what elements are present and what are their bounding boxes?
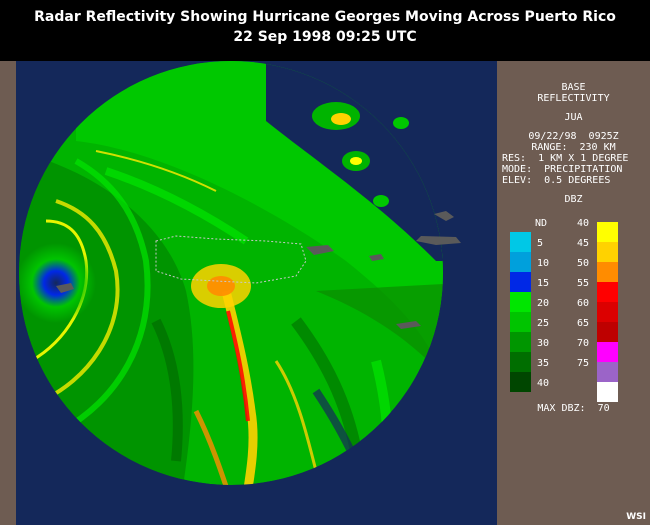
legend-right-label: 70 — [577, 338, 590, 349]
legend-left-label: 25 — [537, 318, 550, 329]
chart-subtitle: 22 Sep 1998 09:25 UTC — [233, 29, 417, 45]
legend-left-swatch — [510, 372, 531, 392]
legend-right-label: 40 — [577, 218, 590, 229]
radar-coverage — [19, 61, 443, 485]
legend-right-label: 45 — [577, 238, 590, 249]
legend-right-swatch — [597, 362, 618, 382]
resolution-line: RES: 1 KM X 1 DEGREE — [502, 153, 629, 164]
legend-left-swatch — [510, 272, 531, 292]
datetime-line: 09/22/98 0925Z — [528, 131, 619, 142]
legend-right-swatch — [597, 282, 618, 302]
legend-right-swatch — [597, 342, 618, 362]
legend-left-label: 40 — [537, 378, 550, 389]
range-line: RANGE: 230 KM — [531, 142, 616, 153]
chart-title: Radar Reflectivity Showing Hurricane Geo… — [34, 9, 616, 25]
legend-left-label: 15 — [537, 278, 550, 289]
legend-left-label: 5 — [537, 238, 544, 249]
radar-map — [16, 61, 497, 525]
legend-right-label: 65 — [577, 318, 590, 329]
legend-right-label: 50 — [577, 258, 590, 269]
legend-right-swatch — [597, 322, 618, 342]
max-dbz: MAX DBZ: 70 — [537, 403, 610, 414]
radar-image — [19, 61, 461, 485]
legend-left-swatch — [510, 352, 531, 372]
northern-rain-cells — [312, 102, 409, 235]
legend-right-label: 60 — [577, 298, 590, 309]
product-line-2: REFLECTIVITY — [537, 93, 610, 104]
elevation-line: ELEV: 0.5 DEGREES — [502, 175, 611, 186]
legend-right-swatch — [597, 382, 618, 402]
station-id: JUA — [564, 112, 583, 123]
legend-right-swatch — [597, 222, 618, 242]
legend-left-swatch — [510, 292, 531, 312]
legend-left-label: 30 — [537, 338, 550, 349]
legend-left-label: 10 — [537, 258, 550, 269]
title-bar: Radar Reflectivity Showing Hurricane Geo… — [0, 0, 650, 61]
legend-right-swatch — [597, 302, 618, 322]
legend-left-swatch — [510, 252, 531, 272]
units-label: DBZ — [564, 194, 583, 205]
mode-line: MODE: PRECIPITATION — [502, 164, 623, 175]
legend-right-label: 55 — [577, 278, 590, 289]
islands — [56, 211, 461, 329]
wsi-logo: WSI — [626, 512, 646, 522]
info-panel: BASE REFLECTIVITY JUA 09/22/98 0925Z RAN… — [497, 61, 650, 525]
legend-right-label: 75 — [577, 358, 590, 369]
legend-right-swatch — [597, 262, 618, 282]
legend-left-swatch — [510, 232, 531, 252]
legend-left-label: 35 — [537, 358, 550, 369]
product-line-1: BASE — [561, 82, 586, 93]
legend-left-swatch — [510, 332, 531, 352]
legend-left-label: ND — [535, 218, 548, 229]
legend-left-label: 20 — [537, 298, 550, 309]
legend-right-swatch — [597, 242, 618, 262]
legend-left-swatch — [510, 312, 531, 332]
